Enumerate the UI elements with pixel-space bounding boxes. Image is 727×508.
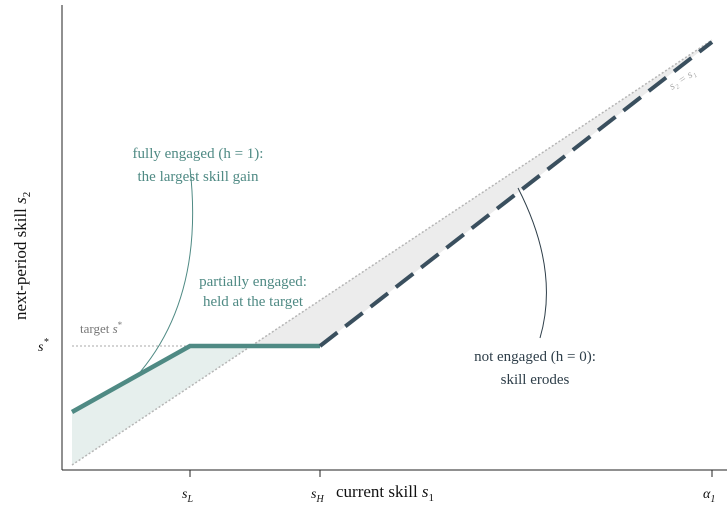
diagonal bbox=[71, 39, 713, 466]
x-tick-label: α1 bbox=[703, 487, 715, 505]
not-engaged-line bbox=[318, 40, 714, 348]
y-tick-label: s* bbox=[38, 337, 48, 355]
x-tick-label: sH bbox=[311, 487, 324, 505]
leader bbox=[517, 187, 547, 339]
annotation: skill erodes bbox=[501, 372, 570, 388]
target-label: target s* bbox=[80, 320, 123, 336]
x-tick-label: sL bbox=[182, 487, 193, 505]
leader bbox=[134, 167, 194, 379]
annotation: not engaged (h = 0): bbox=[474, 349, 596, 365]
annotation: the largest skill gain bbox=[138, 169, 259, 185]
annotation: held at the target bbox=[203, 294, 304, 310]
annotation: partially engaged: bbox=[199, 274, 307, 290]
annotation: fully engaged (h = 1): bbox=[133, 146, 264, 162]
x-axis-label: current skill s1 bbox=[336, 482, 434, 504]
engaged-line bbox=[70, 343, 320, 414]
y-axis-label: next-period skill s2 bbox=[11, 192, 33, 320]
